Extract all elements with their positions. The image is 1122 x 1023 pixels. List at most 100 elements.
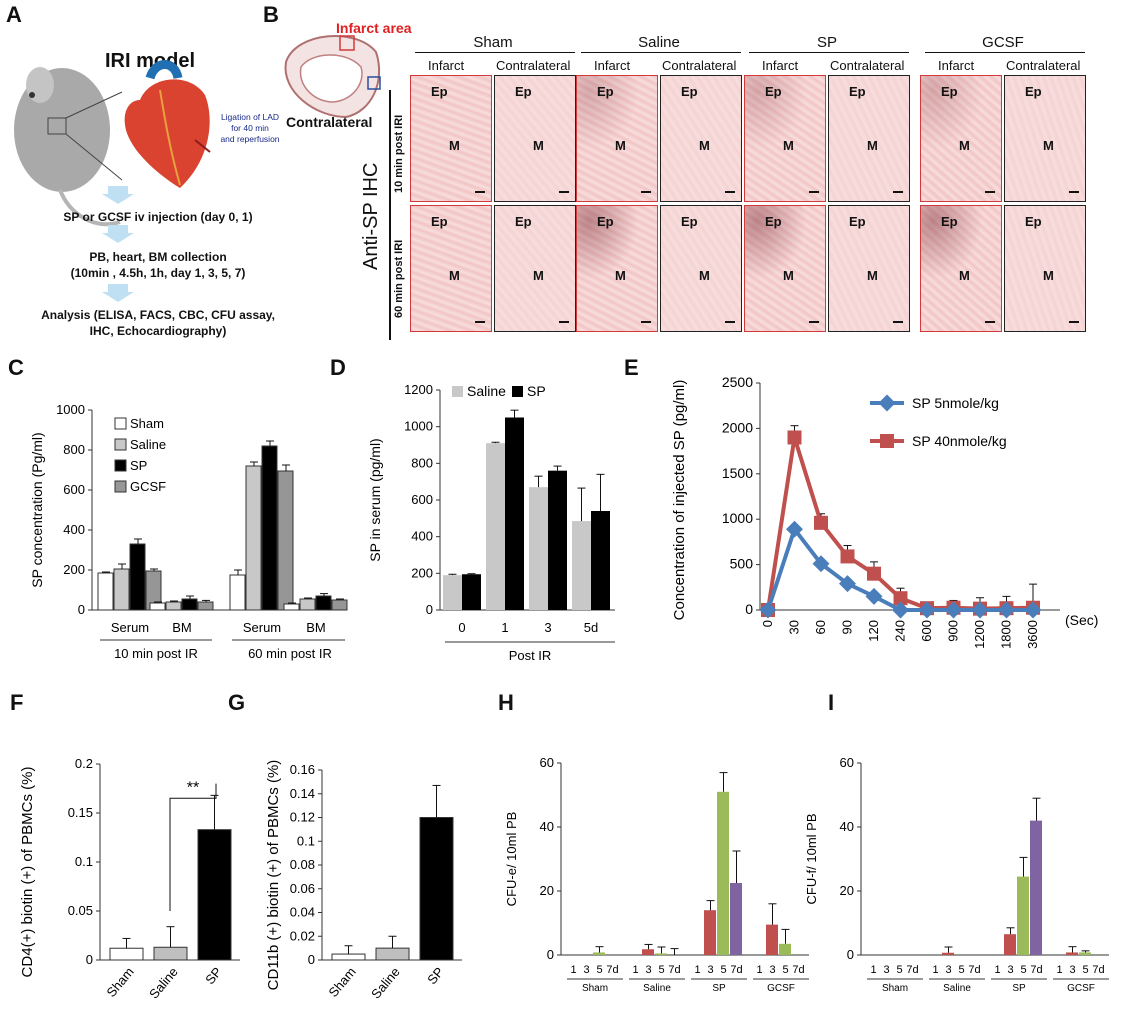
x-category-label: Serum bbox=[111, 620, 149, 635]
series-point bbox=[839, 575, 856, 593]
bar-d bbox=[505, 417, 524, 610]
x-day-label: 3 bbox=[1069, 964, 1075, 976]
x-day-label: 3 bbox=[583, 964, 589, 976]
x-axis-unit: (Sec) bbox=[1065, 612, 1098, 628]
ihc-group-sp: SP bbox=[816, 34, 837, 51]
x-tick-label: 900 bbox=[946, 620, 961, 642]
group-label: Saline bbox=[643, 983, 671, 994]
infarct-area-label: Infarct area bbox=[336, 20, 412, 36]
chart-f: CD4(+) biotin (+) of PBMCs (%) 0 0.05 0.1 0.… bbox=[19, 756, 240, 1002]
y-tick-label: 600 bbox=[411, 492, 433, 507]
y-tick-label: 800 bbox=[63, 442, 85, 457]
series-point bbox=[787, 430, 802, 445]
ihc-ep-label: Ep bbox=[849, 214, 866, 229]
scale-bar bbox=[985, 191, 995, 193]
scale-bar bbox=[641, 321, 651, 323]
legend-swatch bbox=[114, 417, 127, 430]
y-tick-label: 0 bbox=[847, 947, 854, 962]
chart-c: SP concentration (Pg/ml) 0 200 400 600 800 100… bbox=[29, 402, 348, 661]
ihc-m-label: M bbox=[1043, 138, 1054, 153]
series-line bbox=[766, 436, 1034, 611]
ihc-m-label: M bbox=[615, 268, 626, 283]
ihc-ep-label: Ep bbox=[681, 84, 698, 99]
x-category-label: BM bbox=[172, 620, 192, 635]
y-tick-label: 0.04 bbox=[290, 905, 315, 920]
y-tick-label: 0 bbox=[308, 952, 315, 967]
ihc-m-label: M bbox=[959, 138, 970, 153]
x-day-label: 7d bbox=[606, 964, 618, 976]
ihc-sublabel: Contralateral bbox=[662, 58, 737, 73]
bar bbox=[109, 947, 144, 961]
bar-c bbox=[299, 598, 316, 611]
y-axis-label: SP concentration (Pg/ml) bbox=[29, 432, 45, 587]
y-tick-label: 0 bbox=[78, 602, 85, 617]
anti-sp-ihc-label: Anti-SP IHC bbox=[360, 162, 382, 270]
row-label-10min: 10 min post IRI bbox=[393, 114, 405, 193]
y-tick-label: 60 bbox=[840, 755, 854, 770]
contralateral-label: Contralateral bbox=[286, 114, 373, 130]
x-tick-label: 90 bbox=[840, 620, 855, 634]
legend-marker bbox=[880, 434, 894, 448]
x-day-label: 1 bbox=[1056, 964, 1062, 976]
y-tick-label: 500 bbox=[730, 556, 754, 572]
bar-d bbox=[548, 470, 567, 610]
heart-section-icon bbox=[284, 35, 381, 119]
y-tick-label: 600 bbox=[63, 482, 85, 497]
step-injection: SP or GCSF iv injection (day 0, 1) bbox=[63, 210, 253, 224]
x-axis-label: Post IR bbox=[509, 648, 552, 663]
ihc-image: Ep M bbox=[1004, 205, 1086, 332]
y-tick-label: 0 bbox=[86, 952, 93, 967]
y-tick-label: 1000 bbox=[56, 402, 85, 417]
bar-c bbox=[97, 572, 114, 611]
scale-bar bbox=[559, 321, 569, 323]
chart-e: Concentration of injected SP (pg/ml) 0 500… bbox=[671, 374, 1098, 649]
group-label: SP bbox=[1012, 983, 1026, 994]
y-axis-label: CD11b (+) biotin (+) of PBMCs (%) bbox=[265, 760, 282, 991]
bar bbox=[419, 817, 454, 961]
bar bbox=[197, 829, 232, 961]
scale-bar bbox=[559, 191, 569, 193]
x-day-label: 1 bbox=[632, 964, 638, 976]
ihc-group-line bbox=[415, 52, 575, 53]
ihc-image: Ep M bbox=[410, 75, 492, 202]
ihc-image: Ep M bbox=[660, 205, 742, 332]
scale-bar bbox=[641, 191, 651, 193]
bar-d bbox=[462, 574, 481, 610]
panel-label-f: F bbox=[10, 690, 24, 715]
ihc-m-label: M bbox=[867, 138, 878, 153]
bar-d bbox=[572, 521, 591, 610]
x-day-label: 5 bbox=[782, 964, 788, 976]
y-tick-label: 400 bbox=[63, 522, 85, 537]
panel-label-e: E bbox=[624, 355, 639, 380]
bar-cfu bbox=[1079, 952, 1091, 955]
x-tick-label: 600 bbox=[919, 620, 934, 642]
y-tick-label: 0 bbox=[745, 601, 753, 617]
series-point bbox=[945, 601, 962, 619]
x-day-label: 5 bbox=[896, 964, 902, 976]
bar-cfu bbox=[1030, 820, 1042, 955]
ihc-group-line bbox=[581, 52, 741, 53]
x-day-label: 1 bbox=[870, 964, 876, 976]
ihc-m-label: M bbox=[699, 138, 710, 153]
group-label: 10 min post IR bbox=[114, 646, 198, 661]
step-analysis: Analysis (ELISA, FACS, CBC, CFU assay, bbox=[41, 308, 275, 322]
x-day-label: 1 bbox=[694, 964, 700, 976]
ihc-ep-label: Ep bbox=[941, 214, 958, 229]
chart-d: SP in serum (pg/ml) 0 200 400 600 800 1000 1200… bbox=[367, 382, 615, 663]
y-tick-label: 0 bbox=[547, 947, 554, 962]
legend-marker bbox=[878, 394, 896, 412]
ihc-m-label: M bbox=[783, 138, 794, 153]
ihc-sublabel: Infarct bbox=[762, 58, 799, 73]
bar-d bbox=[443, 575, 462, 610]
ihc-m-label: M bbox=[699, 268, 710, 283]
panel-label-d: D bbox=[330, 355, 346, 380]
y-tick-label: 200 bbox=[411, 565, 433, 580]
ihc-ep-label: Ep bbox=[1025, 84, 1042, 99]
ihc-image: Ep M bbox=[494, 205, 576, 332]
series-point bbox=[892, 601, 909, 619]
bar-c bbox=[315, 595, 332, 611]
legend-entry: SP bbox=[130, 458, 147, 473]
y-tick-label: 40 bbox=[840, 819, 854, 834]
bar-c bbox=[149, 602, 166, 611]
legend-swatch bbox=[512, 386, 523, 397]
